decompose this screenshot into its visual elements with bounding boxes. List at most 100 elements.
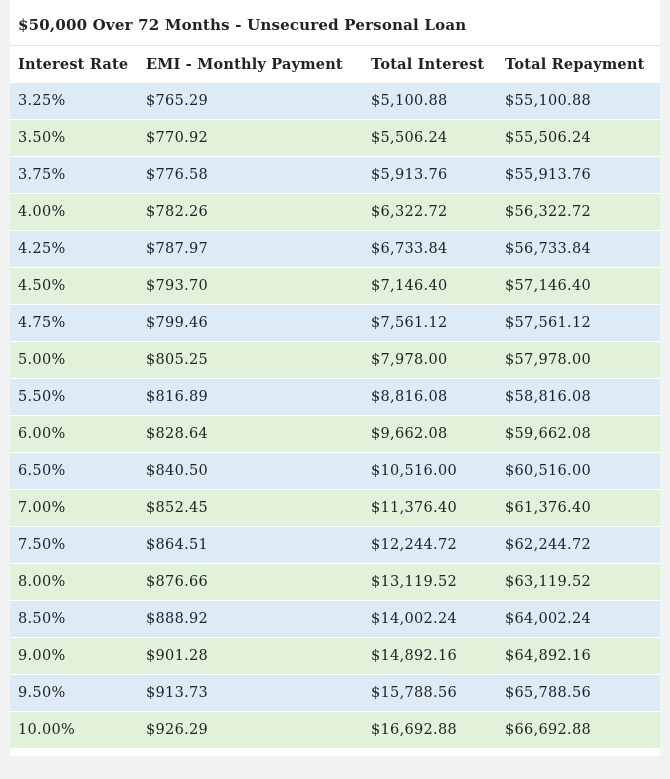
table-row: 6.00% $828.64 $9,662.08 $59,662.08 <box>10 415 660 453</box>
cell-total-interest: $12,244.72 <box>363 526 497 564</box>
table-header: Interest Rate EMI - Monthly Payment Tota… <box>10 46 660 83</box>
cell-emi: $913.73 <box>138 674 363 712</box>
cell-emi: $765.29 <box>138 82 363 120</box>
cell-total-repayment: $64,002.24 <box>497 600 660 638</box>
cell-total-repayment: $56,322.72 <box>497 193 660 231</box>
cell-interest-rate: 8.00% <box>10 563 138 601</box>
cell-interest-rate: 4.75% <box>10 304 138 342</box>
cell-interest-rate: 7.50% <box>10 526 138 564</box>
cell-interest-rate: 8.50% <box>10 600 138 638</box>
cell-emi: $770.92 <box>138 119 363 157</box>
cell-total-repayment: $55,100.88 <box>497 82 660 120</box>
cell-emi: $901.28 <box>138 637 363 675</box>
title-divider <box>10 45 660 46</box>
cell-emi: $776.58 <box>138 156 363 194</box>
cell-emi: $888.92 <box>138 600 363 638</box>
cell-emi: $852.45 <box>138 489 363 527</box>
cell-total-interest: $6,733.84 <box>363 230 497 268</box>
cell-interest-rate: 9.50% <box>10 674 138 712</box>
cell-total-repayment: $57,978.00 <box>497 341 660 379</box>
cell-total-interest: $14,892.16 <box>363 637 497 675</box>
cell-total-interest: $6,322.72 <box>363 193 497 231</box>
cell-emi: $926.29 <box>138 711 363 748</box>
cell-total-repayment: $59,662.08 <box>497 415 660 453</box>
cell-interest-rate: 5.00% <box>10 341 138 379</box>
loan-table-card: $50,000 Over 72 Months - Unsecured Perso… <box>10 0 660 756</box>
cell-total-repayment: $56,733.84 <box>497 230 660 268</box>
header-total-interest: Total Interest <box>363 46 497 83</box>
cell-interest-rate: 7.00% <box>10 489 138 527</box>
table-body: 3.25% $765.29 $5,100.88 $55,100.88 3.50% $770… <box>10 82 660 748</box>
table-row: 4.50% $793.70 $7,146.40 $57,146.40 <box>10 267 660 305</box>
cell-interest-rate: 10.00% <box>10 711 138 748</box>
cell-emi: $805.25 <box>138 341 363 379</box>
cell-emi: $828.64 <box>138 415 363 453</box>
cell-total-repayment: $60,516.00 <box>497 452 660 490</box>
table-row: 10.00% $926.29 $16,692.88 $66,692.88 <box>10 711 660 748</box>
cell-total-interest: $5,913.76 <box>363 156 497 194</box>
cell-total-interest: $7,978.00 <box>363 341 497 379</box>
table-row: 4.00% $782.26 $6,322.72 $56,322.72 <box>10 193 660 231</box>
cell-total-interest: $14,002.24 <box>363 600 497 638</box>
cell-emi: $816.89 <box>138 378 363 416</box>
cell-emi: $793.70 <box>138 267 363 305</box>
table-row: 9.50% $913.73 $15,788.56 $65,788.56 <box>10 674 660 712</box>
cell-total-interest: $9,662.08 <box>363 415 497 453</box>
table-row: 9.00% $901.28 $14,892.16 $64,892.16 <box>10 637 660 675</box>
cell-total-interest: $10,516.00 <box>363 452 497 490</box>
cell-total-interest: $5,100.88 <box>363 82 497 120</box>
table-row: 5.00% $805.25 $7,978.00 $57,978.00 <box>10 341 660 379</box>
cell-total-interest: $7,146.40 <box>363 267 497 305</box>
cell-emi: $799.46 <box>138 304 363 342</box>
cell-total-interest: $15,788.56 <box>363 674 497 712</box>
cell-total-repayment: $65,788.56 <box>497 674 660 712</box>
cell-total-repayment: $57,146.40 <box>497 267 660 305</box>
cell-total-repayment: $64,892.16 <box>497 637 660 675</box>
table-row: 7.00% $852.45 $11,376.40 $61,376.40 <box>10 489 660 527</box>
cell-emi: $864.51 <box>138 526 363 564</box>
header-row: Interest Rate EMI - Monthly Payment Tota… <box>10 46 660 83</box>
header-emi-monthly-payment: EMI - Monthly Payment <box>138 46 363 83</box>
cell-total-repayment: $55,506.24 <box>497 119 660 157</box>
cell-emi: $840.50 <box>138 452 363 490</box>
table-row: 4.75% $799.46 $7,561.12 $57,561.12 <box>10 304 660 342</box>
cell-total-interest: $8,816.08 <box>363 378 497 416</box>
cell-total-repayment: $63,119.52 <box>497 563 660 601</box>
table-row: 3.25% $765.29 $5,100.88 $55,100.88 <box>10 82 660 120</box>
table-row: 6.50% $840.50 $10,516.00 $60,516.00 <box>10 452 660 490</box>
cell-total-interest: $5,506.24 <box>363 119 497 157</box>
table-row: 4.25% $787.97 $6,733.84 $56,733.84 <box>10 230 660 268</box>
cell-interest-rate: 4.50% <box>10 267 138 305</box>
cell-interest-rate: 6.00% <box>10 415 138 453</box>
table-row: 3.50% $770.92 $5,506.24 $55,506.24 <box>10 119 660 157</box>
table-row: 7.50% $864.51 $12,244.72 $62,244.72 <box>10 526 660 564</box>
cell-total-interest: $7,561.12 <box>363 304 497 342</box>
table-row: 8.50% $888.92 $14,002.24 $64,002.24 <box>10 600 660 638</box>
cell-emi: $787.97 <box>138 230 363 268</box>
table-row: 3.75% $776.58 $5,913.76 $55,913.76 <box>10 156 660 194</box>
cell-emi: $782.26 <box>138 193 363 231</box>
cell-interest-rate: 5.50% <box>10 378 138 416</box>
cell-total-repayment: $55,913.76 <box>497 156 660 194</box>
cell-total-repayment: $58,816.08 <box>497 378 660 416</box>
cell-total-interest: $13,119.52 <box>363 563 497 601</box>
cell-total-interest: $11,376.40 <box>363 489 497 527</box>
cell-interest-rate: 3.75% <box>10 156 138 194</box>
cell-total-repayment: $61,376.40 <box>497 489 660 527</box>
header-interest-rate: Interest Rate <box>10 46 138 83</box>
table-row: 5.50% $816.89 $8,816.08 $58,816.08 <box>10 378 660 416</box>
cell-total-repayment: $66,692.88 <box>497 711 660 748</box>
cell-emi: $876.66 <box>138 563 363 601</box>
cell-interest-rate: 6.50% <box>10 452 138 490</box>
cell-interest-rate: 4.25% <box>10 230 138 268</box>
cell-interest-rate: 3.50% <box>10 119 138 157</box>
cell-interest-rate: 4.00% <box>10 193 138 231</box>
table-title: $50,000 Over 72 Months - Unsecured Perso… <box>18 16 467 34</box>
cell-total-interest: $16,692.88 <box>363 711 497 748</box>
cell-total-repayment: $62,244.72 <box>497 526 660 564</box>
header-total-repayment: Total Repayment <box>497 46 660 83</box>
cell-interest-rate: 9.00% <box>10 637 138 675</box>
cell-interest-rate: 3.25% <box>10 82 138 120</box>
cell-total-repayment: $57,561.12 <box>497 304 660 342</box>
loan-rates-table: Interest Rate EMI - Monthly Payment Tota… <box>10 46 660 748</box>
